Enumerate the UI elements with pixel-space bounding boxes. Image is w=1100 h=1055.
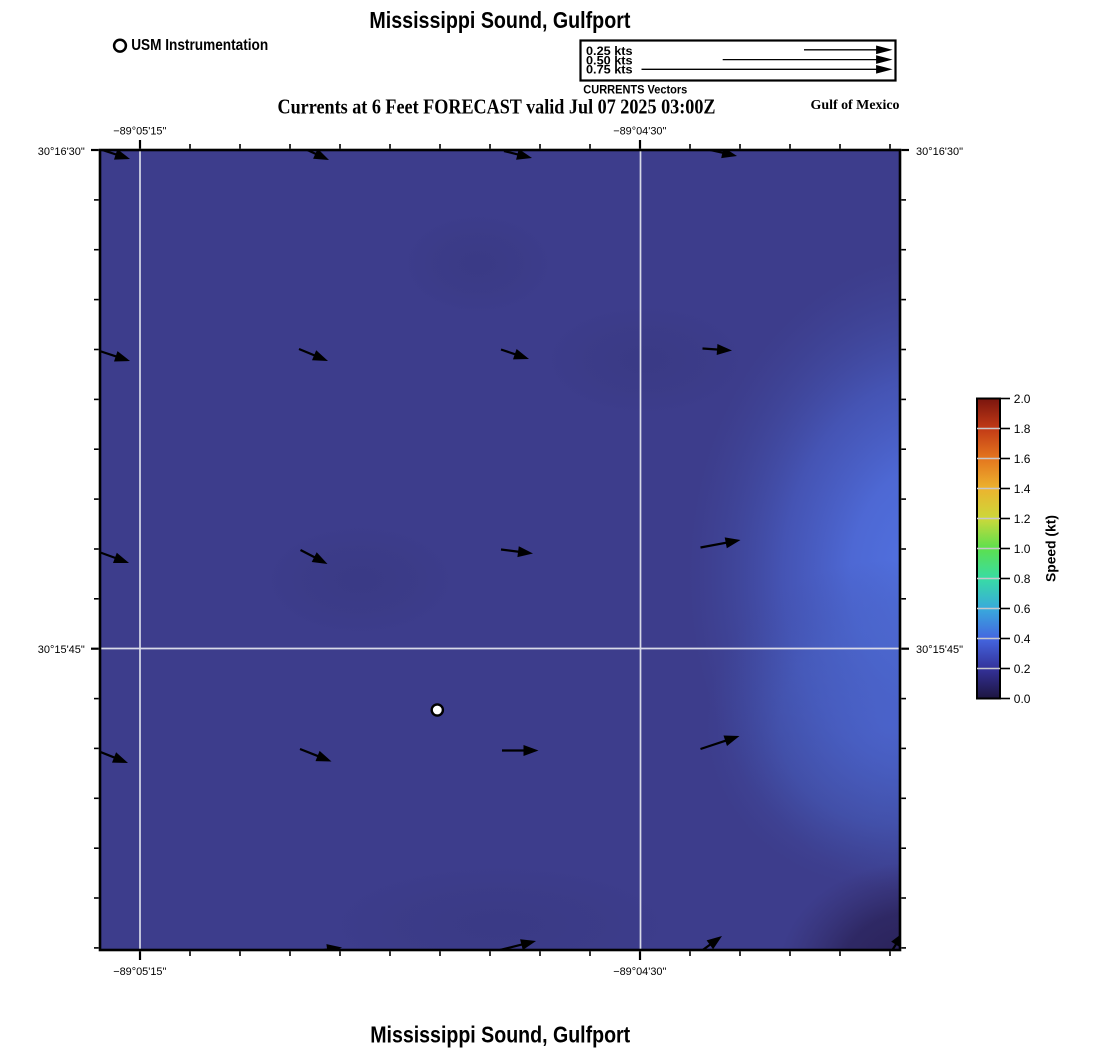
svg-text:0.50 kts: 0.50 kts (586, 56, 633, 68)
svg-text:1.8: 1.8 (1014, 422, 1031, 436)
svg-text:1.2: 1.2 (1014, 512, 1031, 526)
svg-text:30°15'45": 30°15'45" (38, 644, 85, 656)
svg-text:0.75 kts: 0.75 kts (586, 65, 633, 77)
svg-text:−89°05'15": −89°05'15" (113, 125, 166, 137)
svg-text:Mississippi Sound, Gulfport: Mississippi Sound, Gulfport (369, 7, 630, 33)
svg-text:Mississippi Sound, Gulfport: Mississippi Sound, Gulfport (370, 1021, 630, 1047)
svg-text:1.4: 1.4 (1014, 482, 1031, 496)
svg-text:Currents at 6 Feet FORECAST va: Currents at 6 Feet FORECAST valid Jul 07… (278, 95, 716, 119)
svg-text:0.8: 0.8 (1014, 572, 1031, 586)
svg-text:−89°04'30": −89°04'30" (613, 966, 666, 978)
svg-text:0.2: 0.2 (1014, 662, 1031, 676)
svg-text:USM Instrumentation: USM Instrumentation (131, 37, 268, 54)
svg-text:2.0: 2.0 (1014, 392, 1031, 406)
svg-text:−89°04'30": −89°04'30" (613, 125, 666, 137)
svg-text:30°16'30": 30°16'30" (38, 146, 85, 158)
svg-text:30°16'30": 30°16'30" (916, 146, 963, 158)
svg-text:Gulf of Mexico: Gulf of Mexico (811, 97, 900, 112)
svg-text:0.25 kts: 0.25 kts (586, 46, 633, 58)
svg-text:Speed (kt): Speed (kt) (1043, 515, 1058, 582)
svg-text:0.6: 0.6 (1014, 602, 1031, 616)
svg-text:0.4: 0.4 (1014, 632, 1031, 646)
svg-text:0.0: 0.0 (1014, 692, 1031, 706)
svg-text:CURRENTS Vectors: CURRENTS Vectors (583, 85, 687, 97)
svg-text:1.0: 1.0 (1014, 542, 1031, 556)
svg-text:−89°05'15": −89°05'15" (113, 966, 166, 978)
svg-text:30°15'45": 30°15'45" (916, 644, 963, 656)
svg-text:1.6: 1.6 (1014, 452, 1031, 466)
